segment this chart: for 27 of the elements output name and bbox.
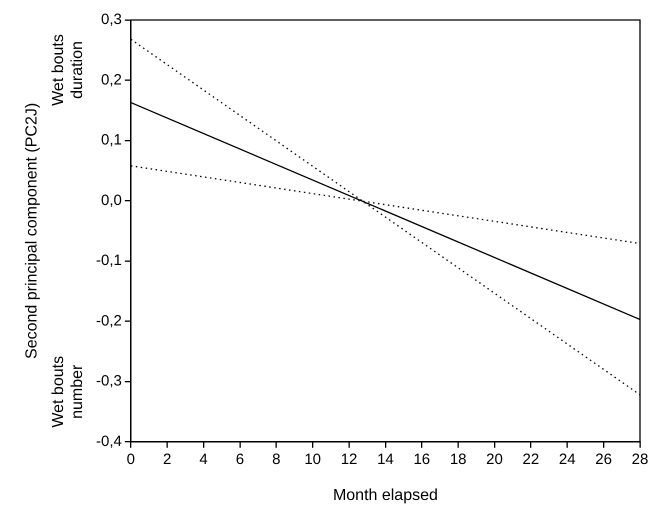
x-tick-label: 20 <box>486 450 503 468</box>
text: Wet bouts duration <box>50 34 86 106</box>
x-tick-label: 14 <box>377 450 394 468</box>
x-tick-label: 6 <box>236 450 244 468</box>
x-tick-label: 16 <box>413 450 430 468</box>
text: Wet bouts number <box>50 356 86 428</box>
x-tick-label: 4 <box>199 450 208 468</box>
x-tick-label: 8 <box>272 450 280 468</box>
x-tick-label: 0 <box>126 450 136 468</box>
x-tick-label: 10 <box>304 450 322 468</box>
x-tick-label: 18 <box>450 450 467 468</box>
x-tick-label: 22 <box>522 450 540 468</box>
y-tick-label: -0,2 <box>96 312 122 330</box>
y-tick-label: -0,3 <box>96 372 122 390</box>
x-tick-label: 12 <box>340 450 358 468</box>
y-tick-label: -0,4 <box>96 432 122 450</box>
x-tick-label: 24 <box>558 450 576 468</box>
x-tick-label: 2 <box>163 450 172 468</box>
y-tick-label: -0,1 <box>96 252 122 270</box>
y-tick-label: 0,0 <box>100 192 122 209</box>
y-tick-label: 0,3 <box>100 11 122 28</box>
x-tick-label: 26 <box>595 450 612 468</box>
y-axis-title: Second principal component (PC2J) <box>23 102 40 359</box>
x-axis-title: Month elapsed <box>332 486 438 504</box>
y-tick-label: 0,1 <box>100 132 122 149</box>
x-tick-label: 28 <box>632 450 648 468</box>
y-tick-label: 0,2 <box>100 71 122 88</box>
